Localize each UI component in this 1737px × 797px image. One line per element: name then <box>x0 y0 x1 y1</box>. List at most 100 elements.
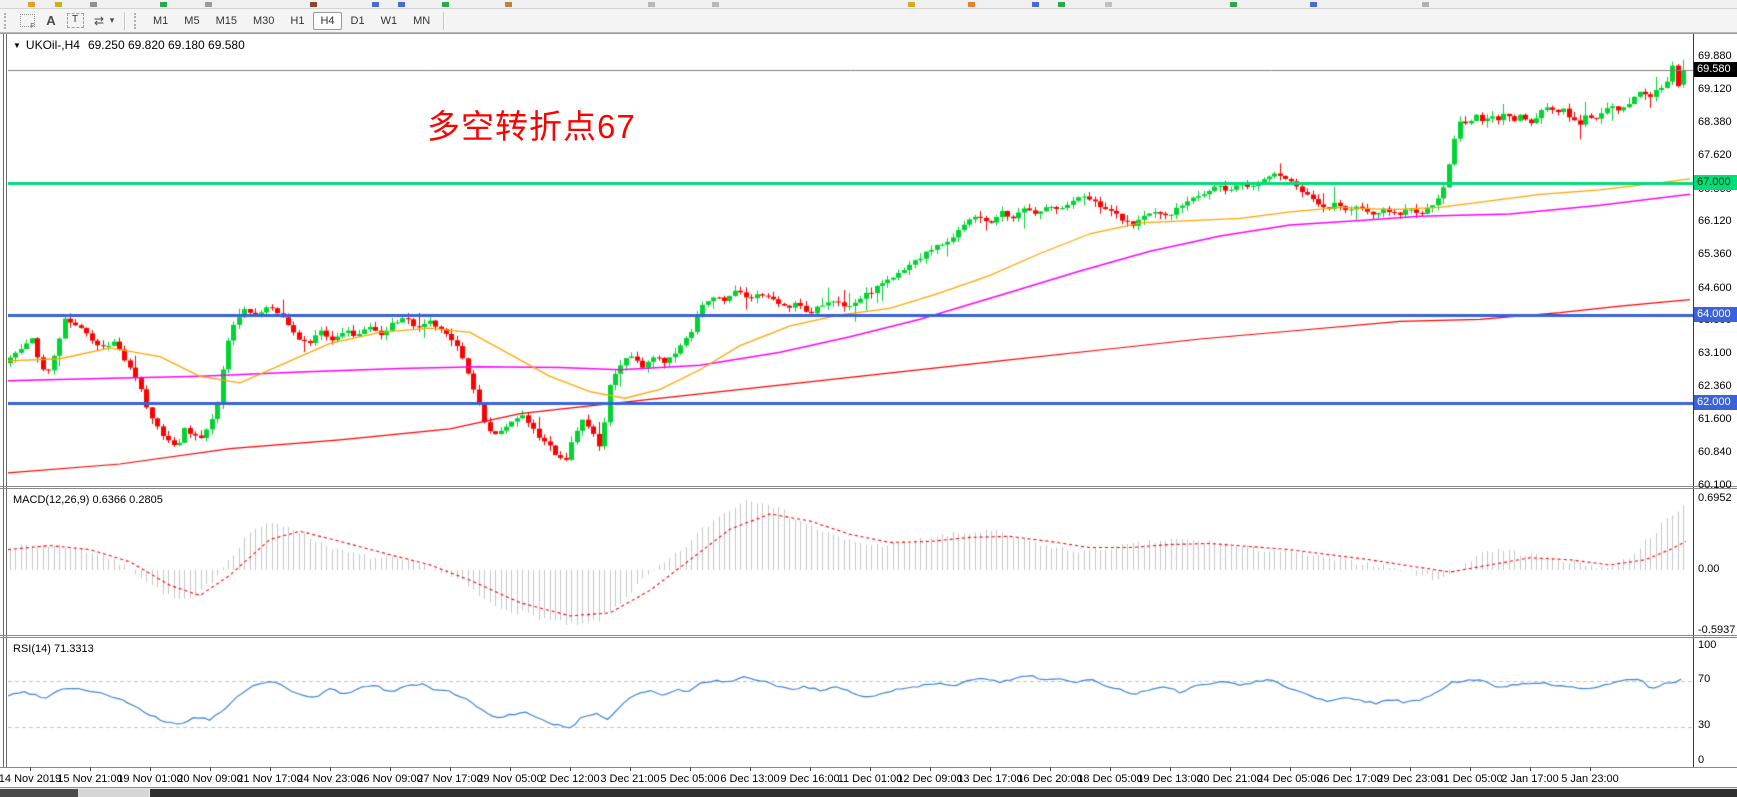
price-tick-label: 60.100 <box>1698 479 1732 491</box>
time-tick-label: 19 Nov 01:00 <box>117 773 183 785</box>
clipped-icon-fragment <box>908 2 915 7</box>
time-tick-label: 5 Jan 23:00 <box>1561 773 1619 785</box>
time-tick-mark <box>510 767 511 771</box>
time-tick-label: 18 Dec 05:00 <box>1077 773 1143 785</box>
time-tick-label: 2 Dec 12:00 <box>540 773 600 785</box>
time-tick-mark <box>150 767 151 771</box>
scrollbar-bar[interactable] <box>150 789 1737 797</box>
time-tick-label: 9 Dec 16:00 <box>780 773 840 785</box>
time-tick-mark <box>1410 767 1411 771</box>
price-chart-canvas[interactable] <box>8 36 1693 485</box>
timeframe-button-h1[interactable]: H1 <box>290 14 305 27</box>
chart-bottom-scrollbar[interactable] <box>0 787 1737 797</box>
price-tick-label: 60.840 <box>1698 446 1732 458</box>
clipped-icon-fragment <box>398 2 405 7</box>
text-label-icon[interactable]: T <box>65 12 85 30</box>
rsi-tick-label: 30 <box>1698 719 1711 731</box>
macd-indicator-canvas[interactable] <box>8 489 1693 634</box>
rsi-indicator-canvas[interactable] <box>8 638 1693 767</box>
scrollbar-thumb[interactable] <box>0 789 78 797</box>
price-tick-label: 62.360 <box>1698 380 1732 392</box>
time-tick-mark <box>1050 767 1051 771</box>
clipped-icon-fragment <box>310 2 317 7</box>
price-tick-label: 61.600 <box>1698 413 1732 425</box>
time-tick-mark <box>1170 767 1171 771</box>
macd-tick-label: 0.6952 <box>1698 492 1732 504</box>
price-tick-label: 65.360 <box>1698 248 1732 260</box>
price-tick-label: 64.600 <box>1698 282 1732 294</box>
panel-separator[interactable] <box>0 486 1737 487</box>
time-tick-label: 6 Dec 13:00 <box>720 773 780 785</box>
timeframe-button-m30[interactable]: M30 <box>252 14 275 27</box>
time-tick-label: 13 Dec 17:00 <box>957 773 1023 785</box>
price-level-tag: 62.000 <box>1694 395 1737 410</box>
clipped-icon-fragment <box>442 2 449 7</box>
timeframe-button-m5[interactable]: M5 <box>184 14 200 27</box>
chart-title: ▼ UKOil-,H4 69.250 69.820 69.180 69.580 <box>13 38 245 52</box>
toolbar-grip[interactable] <box>134 12 141 29</box>
scrollbar-track[interactable] <box>78 789 149 797</box>
price-tick-label: 68.380 <box>1698 116 1732 128</box>
time-tick-label: 12 Dec 09:00 <box>897 773 963 785</box>
rsi-label: RSI(14) 71.3313 <box>13 643 94 655</box>
rsi-tick-label: 0 <box>1698 754 1705 766</box>
macd-tick-label: 0.00 <box>1698 563 1720 575</box>
time-tick-label: 20 Dec 21:00 <box>1197 773 1263 785</box>
clipped-icon-fragment <box>1230 2 1237 7</box>
title-collapse-arrow-icon[interactable]: ▼ <box>13 41 21 50</box>
timeframe-button-d1[interactable]: D1 <box>350 14 365 27</box>
price-level-tag: 69.580 <box>1694 62 1737 77</box>
time-tick-mark <box>570 767 571 771</box>
clipped-icon-fragment <box>90 2 97 7</box>
dock-chart-icon[interactable]: F <box>17 12 37 30</box>
timeframe-button-w1[interactable]: W1 <box>380 14 398 27</box>
time-tick-mark <box>930 767 931 771</box>
time-tick-label: 20 Nov 09:00 <box>177 773 243 785</box>
chart-window: ▼ UKOil-,H4 69.250 69.820 69.180 69.580 多空… <box>0 33 1737 797</box>
time-tick-label: 21 Nov 17:00 <box>237 773 303 785</box>
time-tick-mark <box>210 767 211 771</box>
window-left-border <box>6 34 7 767</box>
panel-separator[interactable] <box>0 635 1737 636</box>
time-tick-label: 3 Dec 21:00 <box>600 773 660 785</box>
time-tick-mark <box>870 767 871 771</box>
time-tick-mark <box>990 767 991 771</box>
clipped-icon-fragment <box>205 2 212 7</box>
time-tick-mark <box>390 767 391 771</box>
timeframe-button-m1[interactable]: M1 <box>153 14 169 27</box>
font-icon[interactable]: A <box>46 13 56 28</box>
time-tick-label: 27 Nov 17:00 <box>417 773 483 785</box>
clipped-icon-fragment <box>1310 2 1317 7</box>
time-tick-mark <box>1530 767 1531 771</box>
timeframe-button-h4[interactable]: H4 <box>313 11 342 30</box>
clipped-icon-fragment <box>1105 2 1112 7</box>
toolbar-separator <box>443 11 445 30</box>
time-tick-label: 16 Dec 20:00 <box>1017 773 1083 785</box>
macd-label: MACD(12,26,9) 0.6366 0.2805 <box>13 494 163 506</box>
price-level-tag: 64.000 <box>1694 307 1737 322</box>
timeframe-button-m15[interactable]: M15 <box>215 14 237 27</box>
panel-separator <box>0 637 1737 638</box>
rsi-tick-label: 70 <box>1698 673 1711 685</box>
time-tick-label: 11 Dec 01:00 <box>837 773 903 785</box>
time-tick-label: 2 Jan 17:00 <box>1501 773 1559 785</box>
price-tick-label: 69.880 <box>1698 50 1732 62</box>
clipped-icon-fragment <box>55 2 62 7</box>
cycle-arrows-icon[interactable]: ⇄ <box>93 13 105 28</box>
time-tick-label: 26 Nov 09:00 <box>357 773 423 785</box>
toolbar-dropdown-caret-icon[interactable]: ▾ <box>109 15 115 25</box>
clipped-icon-fragment <box>712 2 719 7</box>
time-tick-label: 24 Nov 23:00 <box>297 773 363 785</box>
time-tick-mark <box>750 767 751 771</box>
time-tick-mark <box>1350 767 1351 771</box>
toolbar-grip[interactable] <box>4 12 11 29</box>
symbol-period: UKOil-,H4 <box>25 38 80 52</box>
time-axis-border <box>0 767 1737 768</box>
time-tick-label: 19 Dec 13:00 <box>1137 773 1203 785</box>
time-tick-label: 29 Dec 23:00 <box>1377 773 1443 785</box>
time-tick-label: 14 Nov 2019 <box>0 773 62 785</box>
time-tick-label: 24 Dec 05:00 <box>1257 773 1323 785</box>
chart-text-annotation[interactable]: 多空转折点67 <box>427 108 636 145</box>
timeframe-button-mn[interactable]: MN <box>413 14 431 27</box>
